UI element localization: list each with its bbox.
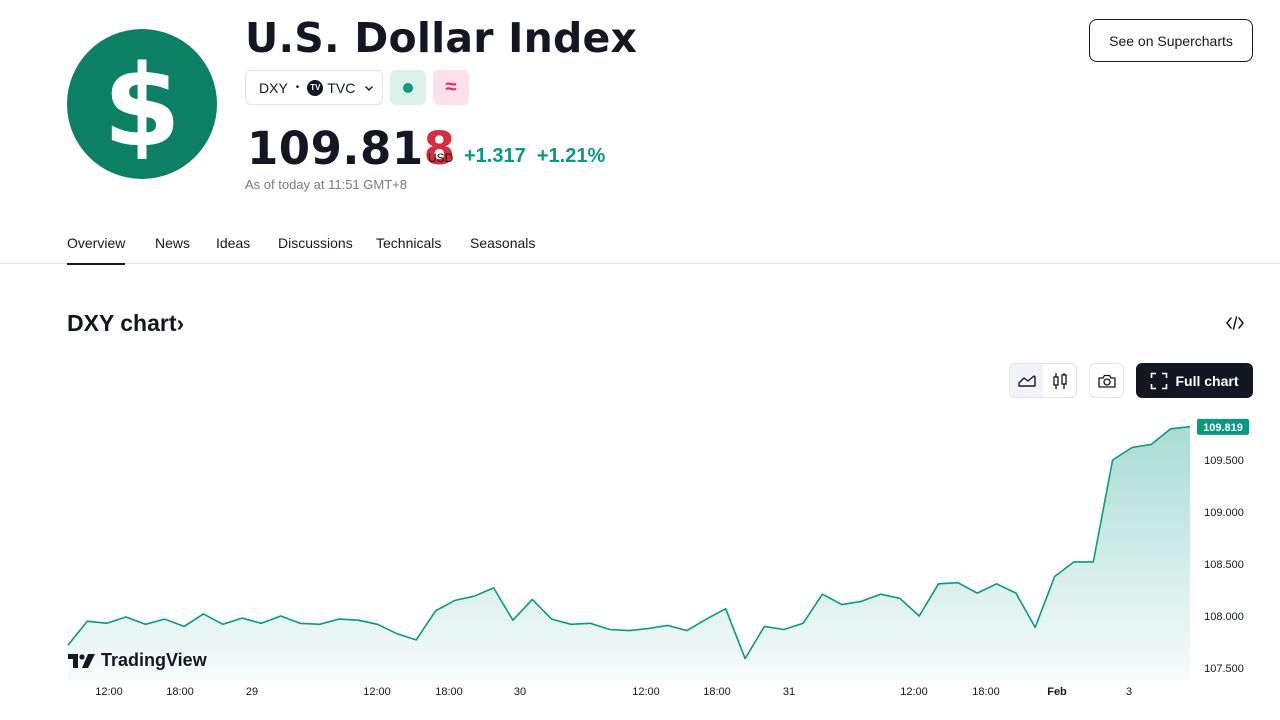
tv-exchange-icon: TV	[307, 79, 324, 96]
candlestick-icon	[1052, 372, 1067, 389]
fullscreen-icon	[1151, 372, 1168, 389]
dollar-glyph: $	[103, 49, 181, 159]
snapshot-button[interactable]	[1089, 363, 1124, 398]
price-area-fill	[68, 426, 1190, 680]
chart-heading-link[interactable]: DXY chart›	[67, 310, 184, 337]
tab-overview[interactable]: Overview	[67, 235, 126, 265]
x-tick-label: 18:00	[972, 686, 1000, 698]
full-chart-label: Full chart	[1175, 372, 1239, 389]
y-tick-label: 107.500	[1204, 663, 1244, 675]
x-tick-label: 12:00	[95, 686, 123, 698]
x-tick-label: 31	[783, 686, 795, 698]
tab-news[interactable]: News	[155, 235, 191, 251]
x-tick-label: 18:00	[435, 686, 463, 698]
camera-icon	[1097, 374, 1116, 388]
symbol-logo: $	[67, 29, 217, 179]
last-price: 109.818	[247, 122, 455, 175]
price-change: +1.317 +1.21%	[464, 145, 605, 168]
y-tick-label: 109.500	[1204, 455, 1244, 467]
quote-timestamp: As of today at 11:51 GMT+8	[245, 177, 407, 192]
price-currency: USD	[428, 151, 454, 165]
tab-seasonals[interactable]: Seasonals	[470, 235, 536, 251]
change-absolute: +1.317	[464, 145, 526, 167]
section-tabs: Overview News Ideas Discussions Technica…	[0, 226, 1280, 265]
market-open-dot-icon	[403, 82, 413, 93]
symbol-ticker: DXY	[259, 79, 288, 96]
dollar-sign-icon: $	[103, 49, 181, 159]
brand-name: TradingView	[101, 650, 207, 670]
y-tick-label: 108.500	[1204, 559, 1244, 571]
price-main: 109.81	[247, 122, 424, 175]
chart-style-toggle	[1009, 363, 1077, 398]
area-chart-icon	[1017, 374, 1036, 387]
see-on-supercharts-button[interactable]: See on Supercharts	[1089, 19, 1253, 62]
exchange-name: TVC	[327, 79, 356, 96]
chevron-down-icon	[365, 85, 374, 91]
last-price-label: 109.819	[1203, 422, 1243, 434]
x-tick-label: 12:00	[900, 686, 928, 698]
price-line	[67, 425, 1191, 660]
change-percent: +1.21%	[536, 145, 606, 167]
x-tick-label: 3	[1126, 686, 1132, 698]
tab-ideas[interactable]: Ideas	[216, 235, 251, 251]
tab-technicals[interactable]: Technicals	[376, 235, 442, 251]
page-title: U.S. Dollar Index	[245, 14, 638, 62]
approx-icon: ≈	[445, 76, 457, 98]
last-price-label-bg	[1197, 418, 1249, 435]
symbol-selector[interactable]: DXY • TV TVC	[245, 70, 383, 105]
embed-code-icon[interactable]	[1225, 314, 1245, 332]
price-last-digit: 8	[423, 122, 456, 175]
x-tick-label: 12:00	[632, 686, 660, 698]
y-tick-label: 109.000	[1204, 507, 1244, 519]
separator-dot: •	[295, 82, 300, 93]
data-delay-badge[interactable]: ≈	[433, 70, 469, 105]
candles-chart-button[interactable]	[1043, 364, 1076, 397]
market-status-badge[interactable]	[390, 70, 426, 105]
x-tick-label: 12:00	[363, 686, 391, 698]
tradingview-logo-icon	[68, 653, 95, 668]
x-tick-label: 30	[514, 686, 526, 698]
chevron-right-icon: ›	[176, 310, 185, 336]
tradingview-brand[interactable]: TradingView	[68, 650, 207, 671]
full-chart-button[interactable]: Full chart	[1136, 363, 1253, 398]
x-tick-label: 29	[246, 686, 258, 698]
y-tick-label: 108.000	[1204, 611, 1244, 623]
x-tick-label: Feb	[1047, 686, 1067, 698]
area-chart-button[interactable]	[1010, 364, 1043, 397]
tab-discussions[interactable]: Discussions	[278, 235, 353, 251]
x-tick-label: 18:00	[703, 686, 731, 698]
x-tick-label: 18:00	[166, 686, 194, 698]
chart-heading-text: DXY chart	[67, 310, 177, 336]
